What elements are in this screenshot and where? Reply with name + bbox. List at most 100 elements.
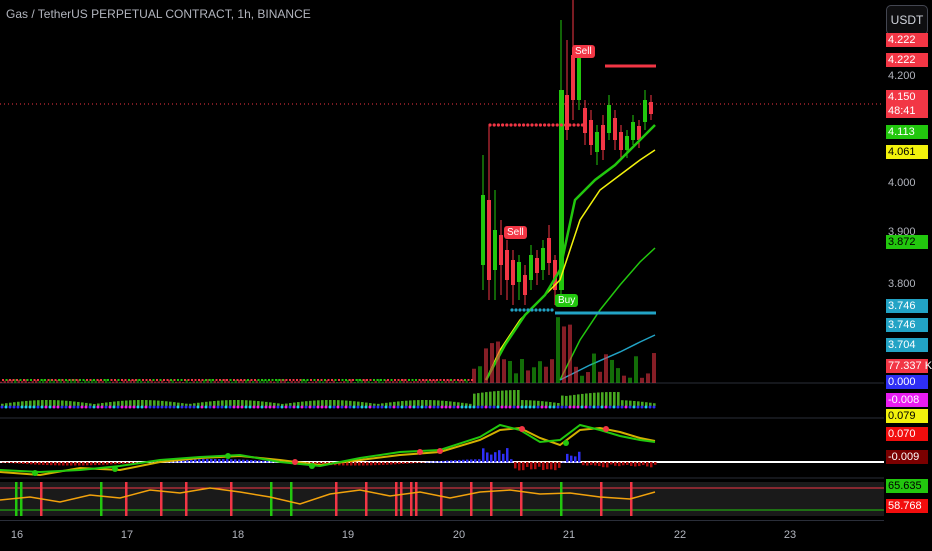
osc-bar	[105, 402, 108, 406]
candle	[247, 379, 249, 381]
candle	[464, 379, 466, 381]
candle	[317, 379, 319, 381]
volume-bar	[451, 380, 454, 383]
price-axis[interactable]: 4.200 4.000 3.900 3.800 4.222 4.222 4.150 48:41…	[884, 0, 932, 520]
volume-bar	[38, 380, 41, 383]
main-candles	[481, 0, 653, 305]
osc-dot	[248, 405, 252, 409]
macd-bar	[446, 460, 449, 463]
candle	[493, 230, 497, 270]
candle	[86, 379, 88, 381]
osc-bar	[5, 403, 8, 406]
candle	[257, 379, 260, 381]
macd-bar	[186, 459, 189, 463]
volume-bar	[508, 360, 512, 383]
osc-bar	[649, 402, 652, 406]
osc-bar	[397, 401, 400, 406]
osc-dot	[8, 405, 12, 409]
osc-bar	[265, 401, 268, 406]
macd-bar	[418, 462, 421, 463]
macd-bar	[474, 459, 477, 463]
volume-bar	[469, 381, 472, 383]
osc-bar	[321, 400, 324, 406]
osc-bar	[77, 401, 80, 406]
osc-bar	[533, 400, 536, 406]
volume-bar	[336, 381, 339, 383]
osc-bar	[449, 401, 452, 406]
cross-dot	[603, 426, 609, 432]
candle	[425, 379, 428, 381]
osc-bar	[1, 403, 4, 406]
volume-bar	[196, 381, 199, 383]
osc-bar	[249, 400, 252, 406]
volume-bar	[21, 380, 24, 383]
candle	[345, 379, 347, 381]
osc-bar	[133, 400, 136, 406]
volume-bar	[255, 380, 258, 383]
candle	[439, 379, 442, 381]
osc-dot	[112, 405, 116, 409]
macd-bar	[202, 459, 205, 463]
macd-bar	[26, 462, 29, 465]
rsi-tick	[125, 482, 128, 516]
candle	[149, 379, 151, 381]
macd-bar	[62, 462, 65, 466]
osc-dot	[184, 405, 188, 409]
osc-bar	[253, 400, 256, 406]
macd-bar	[622, 462, 625, 466]
macd-bar	[190, 459, 193, 463]
volume-bar	[434, 379, 437, 383]
candle	[212, 379, 214, 381]
candle	[40, 379, 43, 381]
macd-bar	[86, 462, 89, 466]
osc-bar	[121, 400, 124, 406]
osc-dot	[192, 405, 196, 409]
resistance-dot	[534, 123, 538, 127]
time-axis[interactable]: 16 17 18 19 20 21 22 23	[0, 520, 884, 551]
volume-bar	[374, 380, 377, 383]
macd-bar	[110, 462, 113, 465]
osc-bar	[477, 393, 480, 406]
osc-bar	[585, 393, 588, 406]
candle	[264, 379, 267, 381]
macd-bar	[354, 462, 357, 466]
osc-bar	[609, 392, 612, 406]
osc-dot	[212, 405, 216, 409]
candle	[107, 379, 109, 381]
osc-bar	[537, 400, 540, 406]
candle	[152, 379, 155, 381]
rsi-tick	[440, 482, 443, 516]
candle	[30, 379, 32, 381]
candle	[369, 379, 372, 381]
macd-bar	[406, 462, 409, 464]
candle	[443, 379, 445, 381]
volume-bar	[122, 380, 125, 383]
candle	[517, 262, 521, 282]
candle	[446, 379, 449, 381]
osc-bar	[409, 400, 412, 406]
candle	[285, 379, 288, 381]
osc-bar	[61, 400, 64, 406]
osc-bar	[273, 402, 276, 406]
macd-bar	[258, 460, 261, 463]
osc-bar	[653, 403, 656, 406]
macd-bar	[54, 462, 57, 466]
osc-bar	[257, 401, 260, 406]
rsi-tick	[100, 482, 103, 516]
chart-canvas[interactable]	[0, 0, 884, 520]
osc-dot	[244, 405, 248, 409]
price-badge: 4.113	[886, 125, 928, 139]
osc-dot	[108, 405, 112, 409]
osc-bar	[237, 400, 240, 406]
macd-bar	[602, 462, 605, 468]
osc-dot	[524, 405, 528, 409]
price-tick-label: 3.800	[888, 278, 916, 290]
osc-bar	[465, 403, 468, 406]
volume-bar	[350, 379, 353, 383]
osc-bar	[185, 403, 188, 406]
macd-bar	[390, 462, 393, 465]
candle	[547, 238, 551, 263]
volume-bar	[17, 380, 20, 383]
volume-bar	[496, 341, 500, 383]
candle	[292, 379, 295, 381]
